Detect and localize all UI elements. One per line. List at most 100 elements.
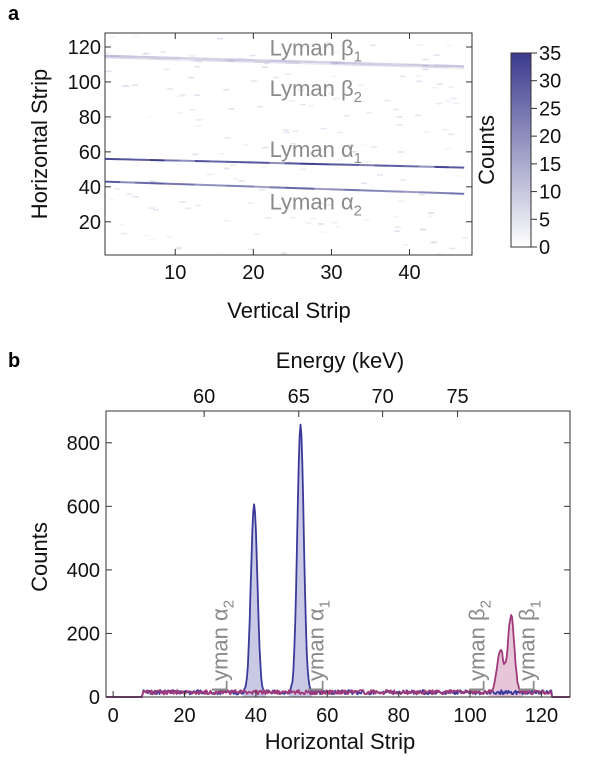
noise-pixel [445,100,452,102]
heatmap-panel: 10 20 30 40 20 40 60 80 100 120 Lyman β1 Lyman β2… [27,32,473,323]
x-tick-label: 100 [453,705,486,727]
noise-pixel [436,102,443,105]
noise-pixel [189,109,196,111]
heatmap-line-segment [134,181,150,185]
noise-pixel [417,44,424,46]
noise-pixel [228,108,235,110]
noise-pixel [224,219,231,222]
noise-pixel [420,229,427,231]
noise-pixel [105,70,112,73]
noise-pixel [219,152,226,155]
noise-pixel [447,86,454,88]
peak-label: Lyman α2 [207,600,237,692]
noise-pixel [179,201,186,203]
heatmap-line-segment [359,189,375,192]
noise-pixel [332,221,339,224]
heatmap-line-segment [164,182,180,186]
noise-pixel [248,202,255,204]
noise-pixel [132,196,139,198]
noise-pixel [147,116,153,118]
noise-pixel [175,248,182,250]
noise-pixel [230,164,236,166]
noise-pixel [238,180,245,182]
spectrum-fills [242,424,523,697]
noise-pixel [196,60,202,63]
noise-pixel [187,76,194,79]
y-tick-label: 40 [79,177,101,199]
heatmap-line-segment [374,189,390,193]
noise-pixel [420,227,427,230]
heatmap-line-segment [209,184,225,187]
noise-pixel [223,88,230,91]
noise-pixel [253,233,260,235]
noise-pixel [453,102,460,104]
y-tick-label: 100 [68,72,101,94]
noise-pixel [280,252,287,255]
energy-tick-label: 65 [288,386,310,408]
noise-pixel [431,241,438,243]
heatmap-line-segment [284,186,300,190]
noise-pixel [132,84,139,86]
noise-pixel [300,168,307,171]
noise-pixel [418,194,425,196]
noise-pixel [422,68,429,71]
noise-pixel [195,125,202,127]
noise-pixel [325,204,332,206]
heatmap-line-segment [314,187,330,191]
noise-pixel [249,54,256,57]
noise-pixel [123,85,130,87]
noise-pixel [277,203,284,206]
noise-pixel [312,54,319,56]
noise-pixel [363,219,370,222]
noise-pixel [377,174,383,176]
peak-label: Lyman α1 [304,600,334,692]
heatmap-line-segment [299,187,315,190]
noise-pixel [206,173,213,176]
noise-pixel [298,89,305,91]
y-tick-label: 800 [67,433,100,455]
noise-pixel [337,131,344,134]
noise-pixel [396,124,403,126]
noise-pixel [167,88,173,90]
spectrum-frame [105,410,571,698]
noise-pixel [194,65,201,68]
noise-pixel [176,246,183,249]
noise-pixel [442,129,448,131]
noise-pixel [325,42,332,44]
heatmap-line-segment [404,190,420,194]
noise-pixel [333,97,340,100]
x-tick-label: 0 [108,705,119,727]
spectrum-y-ticks: 0 200 400 600 800 [67,433,570,709]
x-tick-label: 40 [398,262,420,284]
y-tick-label: 0 [89,687,100,709]
noise-pixel [352,58,359,60]
spectrum-x-axis-label: Horizontal Strip [265,729,415,754]
noise-pixel [416,80,423,83]
noise-pixel [287,161,294,163]
colorbar: 0 5 10 15 20 25 30 35 Counts [474,43,561,259]
heatmap-noise [105,35,468,255]
noise-pixel [195,204,202,207]
noise-pixel [394,230,400,232]
energy-tick-label: 60 [193,386,215,408]
noise-pixel [430,241,437,244]
x-tick-label: 30 [320,262,342,284]
noise-pixel [320,127,327,130]
noise-pixel [305,222,312,224]
heatmap-line-segment [344,188,360,192]
colorbar-label: Counts [474,115,499,185]
noise-pixel [180,93,187,96]
noise-pixel [334,225,341,228]
heatmap-line-segment [239,185,255,188]
noise-pixel [239,57,246,60]
noise-pixel [350,151,357,153]
noise-pixel [265,217,272,219]
noise-pixel [147,180,154,182]
noise-pixel [392,108,399,111]
noise-pixel [232,177,239,180]
noise-pixel [308,104,314,107]
noise-pixel [398,151,405,153]
noise-pixel [393,215,400,218]
x-tick-label: 20 [242,262,264,284]
noise-pixel [332,62,339,65]
